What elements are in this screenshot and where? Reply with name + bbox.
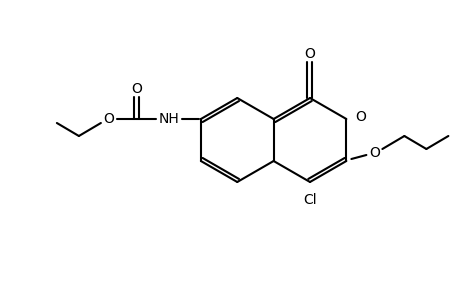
Text: O: O: [131, 82, 142, 96]
Text: O: O: [304, 47, 315, 61]
Text: O: O: [368, 146, 379, 160]
Text: Cl: Cl: [302, 193, 316, 207]
Text: O: O: [103, 112, 114, 126]
Text: O: O: [355, 110, 365, 124]
Text: NH: NH: [158, 112, 179, 126]
